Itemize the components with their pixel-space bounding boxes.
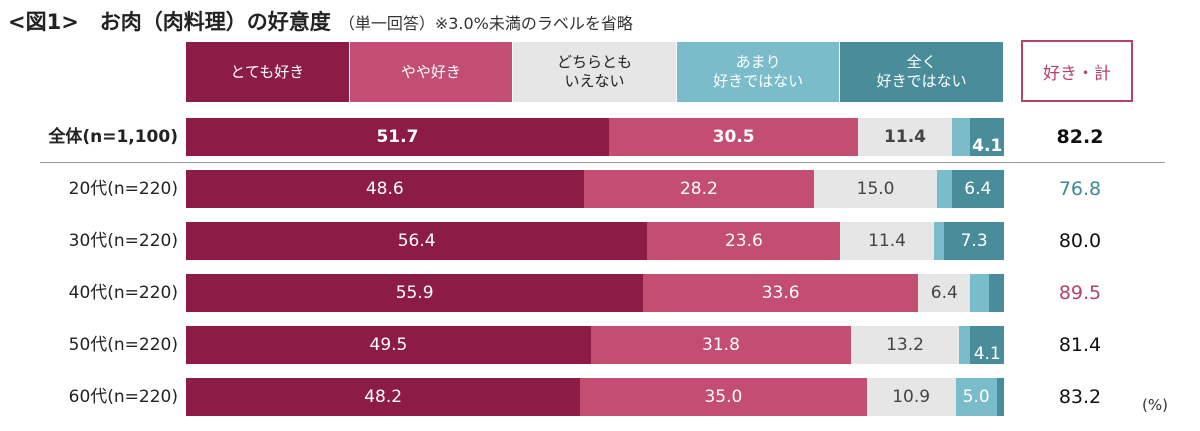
bar-segment: 13.2 <box>851 326 959 364</box>
bar-segment: 4.1 <box>970 326 1004 364</box>
bar-segment: 48.6 <box>186 170 584 208</box>
like-total-header: 好き・計 <box>1021 40 1133 102</box>
bar-segment: 5.0 <box>955 378 997 416</box>
data-label: 10.9 <box>892 387 931 407</box>
divider <box>40 162 1165 163</box>
bar-segment: 11.4 <box>858 118 952 156</box>
bar-segment <box>933 222 945 260</box>
data-label: 31.8 <box>702 335 740 355</box>
bar-segment <box>959 326 971 364</box>
data-label: 5.0 <box>962 387 990 407</box>
bar-segment: 55.9 <box>186 274 644 312</box>
data-label: 56.4 <box>397 231 436 251</box>
bar-segment <box>936 170 952 208</box>
category-label: 30代(n=220) <box>68 231 178 251</box>
chart-subtitle: （単一回答）※3.0%未満のラベルを省略 <box>338 14 633 33</box>
data-label: 48.6 <box>365 179 404 199</box>
bar-segment: 10.9 <box>866 378 956 416</box>
bar-segment: 15.0 <box>814 170 937 208</box>
like-total-value: 83.2 <box>1058 386 1102 408</box>
like-total-value: 82.2 <box>1056 126 1104 148</box>
unit-label: (%) <box>1142 396 1168 414</box>
data-label: 7.3 <box>960 231 988 251</box>
category-label: 50代(n=220) <box>68 335 178 355</box>
bar-segment: 56.4 <box>186 222 648 260</box>
bar-segment: 35.0 <box>580 378 867 416</box>
data-label: 11.4 <box>868 231 906 251</box>
category-label: 40代(n=220) <box>68 283 178 303</box>
data-label: 48.2 <box>364 387 403 407</box>
like-total-value: 89.5 <box>1058 282 1102 304</box>
bar-segment: 30.5 <box>608 118 859 156</box>
bar-segment: 48.2 <box>186 378 581 416</box>
legend-item-4: あまり 好きではない <box>676 42 840 102</box>
data-label: 28.2 <box>679 179 718 199</box>
data-label: 11.4 <box>884 127 926 147</box>
legend-item-5: 全く 好きではない <box>840 42 1003 102</box>
bar-segment: 33.6 <box>643 274 919 312</box>
data-label: 4.1 <box>972 136 1003 156</box>
title-text: <図1> お肉（肉料理）の好意度 <box>8 10 331 34</box>
bar-segment: 11.4 <box>840 222 934 260</box>
bar-segment: 23.6 <box>647 222 841 260</box>
bar-segment: 28.2 <box>583 170 815 208</box>
data-label: 6.4 <box>964 179 992 199</box>
chart-title: <図1> お肉（肉料理）の好意度 （単一回答）※3.0%未満のラベルを省略 <box>8 6 633 36</box>
like-total-value: 80.0 <box>1058 230 1102 252</box>
data-label: 6.4 <box>930 283 958 303</box>
bar-segment: 4.1 <box>970 118 1004 156</box>
category-label: 60代(n=220) <box>68 387 178 407</box>
data-label: 49.5 <box>369 335 408 355</box>
bar-segment: 7.3 <box>944 222 1004 260</box>
bar-segment: 31.8 <box>590 326 852 364</box>
data-label: 13.2 <box>886 335 924 355</box>
data-label: 51.7 <box>376 127 419 147</box>
bar-segment: 6.4 <box>951 170 1004 208</box>
bar-segment <box>970 274 990 312</box>
legend-item-3: どちらとも いえない <box>513 42 676 102</box>
data-label: 15.0 <box>856 179 895 199</box>
bar-segment <box>996 378 1004 416</box>
data-label: 35.0 <box>704 387 743 407</box>
legend-item-2: やや好き <box>349 42 513 102</box>
data-label: 30.5 <box>712 127 755 147</box>
like-total-value: 81.4 <box>1058 334 1102 356</box>
category-label: 全体(n=1,100) <box>48 127 178 147</box>
data-label: 33.6 <box>761 283 800 303</box>
bar-segment: 6.4 <box>918 274 971 312</box>
data-label: 55.9 <box>395 283 434 303</box>
bar-segment <box>951 118 971 156</box>
category-label: 20代(n=220) <box>68 179 178 199</box>
like-total-value: 76.8 <box>1058 178 1102 200</box>
legend-item-1: とても好き <box>186 42 349 102</box>
data-label: 4.1 <box>973 344 1001 364</box>
bar-segment: 51.7 <box>186 118 609 156</box>
data-label: 23.6 <box>724 231 763 251</box>
bar-segment <box>989 274 1004 312</box>
bar-segment: 49.5 <box>186 326 591 364</box>
